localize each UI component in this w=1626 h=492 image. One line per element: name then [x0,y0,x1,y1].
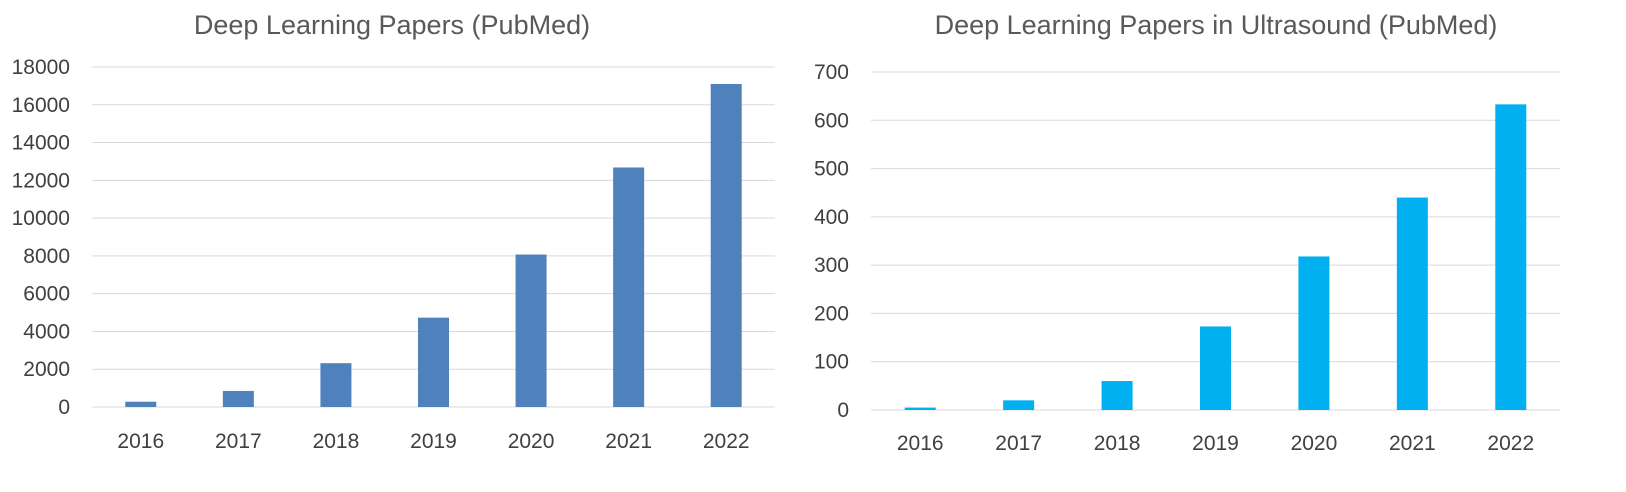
bar-2022 [710,84,742,407]
x-tick-label: 2021 [605,430,652,453]
y-axis-ticks: 0 100 200 300 400 500 600 700 [814,61,849,422]
y-tick-label: 16000 [12,94,70,117]
x-tick-label: 2020 [508,430,555,453]
x-tick-label: 2022 [703,430,750,453]
chart-svg: Deep Learning Papers (PubMed) 0 2000 4000 6… [12,10,775,453]
x-tick-label: 2017 [215,430,262,453]
chart-title: Deep Learning Papers in Ultrasound (PubM… [935,10,1498,40]
x-tick-label: 2016 [117,430,164,453]
x-tick-label: 2019 [410,430,457,453]
x-tick-label: 2021 [1389,432,1436,455]
y-tick-label: 4000 [23,320,70,343]
y-tick-label: 6000 [23,283,70,306]
chart-deep-learning-papers: Deep Learning Papers (PubMed) 0 2000 4000 6… [0,0,812,492]
x-tick-label: 2018 [313,430,360,453]
y-axis-ticks: 0 2000 4000 6000 8000 10000 12000 14000 16000 180… [12,56,70,419]
bar-2018 [320,363,352,407]
y-tick-label: 200 [814,302,849,325]
gridlines [871,71,1560,411]
gridlines [92,66,775,408]
bar-2022 [1495,104,1527,410]
y-tick-label: 700 [814,61,849,84]
x-tick-label: 2016 [897,432,944,455]
y-tick-label: 500 [814,158,849,181]
y-tick-label: 8000 [23,245,70,268]
y-tick-label: 10000 [12,207,70,230]
x-axis-ticks: 2016 2017 2018 2019 2020 2021 2022 [897,432,1534,455]
y-tick-label: 2000 [23,358,70,381]
bar-2020 [515,254,547,407]
bar-2019 [1200,326,1231,410]
bar-2019 [418,317,449,407]
y-tick-label: 18000 [12,56,70,79]
y-tick-label: 0 [58,396,70,419]
x-tick-label: 2019 [1192,432,1239,455]
chart-deep-learning-papers-ultrasound: Deep Learning Papers in Ultrasound (PubM… [814,0,1626,492]
bar-2021 [1396,197,1428,410]
x-tick-label: 2018 [1094,432,1141,455]
bar-2016 [125,401,157,407]
bar-2017 [1003,400,1035,410]
y-tick-label: 14000 [12,132,70,155]
bar-2017 [222,390,254,407]
bar-2021 [613,167,645,407]
y-tick-label: 300 [814,254,849,277]
chart-svg: Deep Learning Papers in Ultrasound (PubM… [814,10,1560,455]
bars [904,104,1527,410]
bars [125,84,742,407]
y-tick-label: 400 [814,206,849,229]
x-axis-ticks: 2016 2017 2018 2019 2020 2021 2022 [117,430,749,453]
y-tick-label: 12000 [12,169,70,192]
x-tick-label: 2022 [1487,432,1534,455]
bar-2016 [904,407,936,410]
y-tick-label: 100 [814,351,849,374]
y-tick-label: 0 [837,399,849,422]
y-tick-label: 600 [814,109,849,132]
x-tick-label: 2017 [995,432,1042,455]
chart-title: Deep Learning Papers (PubMed) [194,10,590,40]
bar-2018 [1101,381,1133,410]
x-tick-label: 2020 [1291,432,1338,455]
bar-2020 [1298,256,1330,410]
